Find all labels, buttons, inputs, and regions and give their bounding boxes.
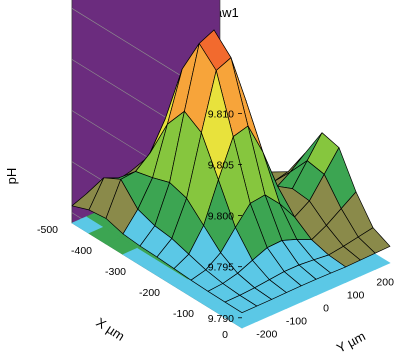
x-tick-label: -500 xyxy=(37,224,58,236)
y-tick-label: 100 xyxy=(347,290,365,302)
z-tick-label: 9.805 xyxy=(208,160,234,172)
surface-mesh xyxy=(71,29,391,314)
y-axis-label: Y µm xyxy=(334,328,368,356)
y-tick-label: 200 xyxy=(376,277,394,289)
y-tick-label: -200 xyxy=(256,329,277,341)
y-tick-label: -100 xyxy=(286,316,307,328)
x-tick-label: 0 xyxy=(222,329,228,341)
z-axis-label: pH xyxy=(4,168,19,185)
z-tick-label: 9.790 xyxy=(208,313,234,325)
surface-cell xyxy=(224,294,258,314)
z-tick-label: 9.800 xyxy=(208,211,234,223)
y-tick-label: 0 xyxy=(323,303,329,315)
x-tick-label: -100 xyxy=(173,308,194,320)
z-tick-label: 9.795 xyxy=(208,262,234,274)
x-tick-label: -400 xyxy=(71,245,92,257)
axis-ticks: 9.790 9.795 9.800 9.805 9.810 -500 -400 -300 -20… xyxy=(37,108,394,341)
z-tick-label: 9.810 xyxy=(208,108,234,120)
x-tick-label: -300 xyxy=(105,266,126,278)
x-tick-label: -200 xyxy=(139,287,160,299)
x-axis-label: X µm xyxy=(94,315,128,344)
